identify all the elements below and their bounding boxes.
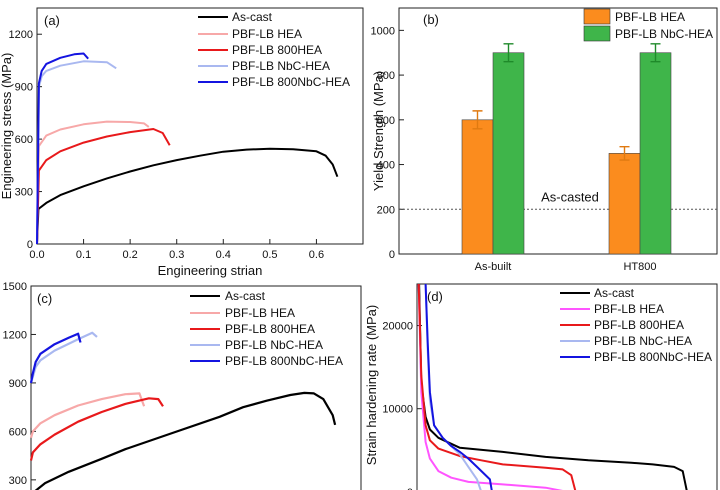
panel-d-line-pbf-lb-800hea: [417, 283, 577, 490]
bar-pbf-lb-nbc-hea-ht800: [639, 52, 672, 255]
panel-c-line-pbf-lb-hea: [29, 392, 146, 439]
panel-d-y-tick-label: 20000: [382, 321, 413, 333]
panel-c-line-pbf-lb-800nbc-hea: [29, 332, 82, 384]
panel-b-y-tick-label: 200: [377, 204, 395, 216]
legend-c-label-pbf-800nbc: PBF-LB 800NbC-HEA: [225, 354, 343, 368]
panel-c-y-tick-label: 300: [9, 475, 27, 487]
legend-a-label-pbf-hea: PBF-LB HEA: [232, 27, 302, 41]
panel-a: (a) 0 300 600 900 1200 0.0 0.1 0.2 0.3 0.4 0.5 0.6…: [0, 7, 364, 278]
legend-b-swatch-pbf-hea: [583, 8, 611, 25]
panel-d-legend: As-cast PBF-LB HEA PBF-LB 800HEA PBF-LB …: [560, 286, 712, 364]
panel-a-series: [36, 52, 339, 245]
panel-a-x-tick-label: 0.4: [216, 249, 231, 261]
panel-a-x-tick-label: 0.0: [29, 249, 44, 261]
panel-a-x-tick-label: 0.2: [122, 249, 137, 261]
panel-a-y-tick-label: 900: [15, 82, 33, 94]
panel-b-y-tick-label: 600: [377, 115, 395, 127]
panel-a-x-axis-title: Engineering strian: [158, 263, 263, 278]
legend-c-label-pbf-hea: PBF-LB HEA: [225, 306, 295, 320]
error-bar-pbf-lb-nbc-hea-ht800: [650, 43, 661, 63]
panel-b-label: (b): [423, 12, 439, 27]
panel-a-line-pbf-lb-800nbc-hea: [36, 52, 89, 245]
bar-pbf-lb-hea-as-built: [461, 119, 494, 255]
panel-a-x-tick-label: 0.6: [309, 249, 324, 261]
as-casted-reference-label: As-casted: [541, 189, 599, 204]
panel-c-series: [29, 331, 337, 490]
panel-b-legend: PBF-LB HEA PBF-LB NbC-HEA: [583, 8, 713, 42]
panel-a-y-tick-label: 0: [27, 239, 33, 251]
panel-a-y-tick-label: 300: [15, 187, 33, 199]
panel-d-y-tick-label: 0: [407, 487, 413, 490]
panel-a-x-tick-label: 0.5: [262, 249, 277, 261]
panel-a-line-as-cast: [36, 147, 339, 245]
panel-d-label: (d): [427, 289, 443, 304]
legend-c-label-pbf-800hea: PBF-LB 800HEA: [225, 322, 315, 336]
category-label-ht800: HT800: [623, 261, 656, 273]
panel-a-y-tick-label: 1200: [9, 29, 33, 41]
panel-a-y-ticks: 0 300 600 900 1200: [9, 29, 42, 251]
error-bar-pbf-lb-hea-ht800: [619, 145, 630, 161]
panel-c-line-as-cast: [34, 391, 337, 490]
panel-c-frame: [30, 285, 362, 490]
panel-a-legend: As-cast PBF-LB HEA PBF-LB 800HEA PBF-LB …: [198, 10, 350, 89]
panel-a-line-pbf-lb-nbc-hea: [36, 60, 117, 245]
legend-a-label-pbf-800nbc: PBF-LB 800NbC-HEA: [232, 75, 350, 89]
panel-a-x-tick-label: 0.3: [169, 249, 184, 261]
panel-a-x-tick-label: 0.1: [76, 249, 91, 261]
legend-a-label-pbf-800hea: PBF-LB 800HEA: [232, 43, 322, 57]
legend-d-label-as-cast: As-cast: [594, 286, 635, 300]
panel-c-y-tick-label: 600: [9, 426, 27, 438]
panel-a-line-pbf-lb-800hea: [36, 128, 171, 245]
legend-b-swatch-pbf-nbc: [583, 25, 611, 42]
panel-c-y-tick-label: 1200: [3, 329, 27, 341]
panel-c: (c) 300 600 900 1200 1500 As-cast PBF-LB HEA…: [3, 281, 362, 490]
panel-d: (d) 0 10000 20000 Strain hardening rate (M…: [364, 283, 718, 490]
panel-b: (b) 0 200 400 600 800 1000 As-casted As-built…: [371, 7, 718, 273]
legend-c-label-as-cast: As-cast: [225, 289, 266, 303]
panel-b-y-tick-label: 0: [389, 249, 395, 261]
panel-b-y-tick-label: 1000: [371, 25, 395, 37]
legend-c-label-pbf-nbc: PBF-LB NbC-HEA: [225, 338, 323, 352]
panel-d-line-pbf-lb-800nbc-hea: [424, 283, 493, 490]
panel-d-series: [417, 283, 688, 490]
legend-d-label-pbf-hea: PBF-LB HEA: [594, 302, 664, 316]
panel-b-bars: [461, 43, 672, 255]
error-bar-pbf-lb-nbc-hea-as-built: [503, 43, 514, 63]
panel-c-legend: As-cast PBF-LB HEA PBF-LB 800HEA PBF-LB …: [190, 289, 343, 368]
panel-a-y-tick-label: 600: [15, 134, 33, 146]
legend-d-label-pbf-800hea: PBF-LB 800HEA: [594, 318, 684, 332]
bar-pbf-lb-hea-ht800: [608, 153, 641, 255]
panel-c-y-ticks: 300 600 900 1200 1500: [3, 281, 36, 487]
panel-d-y-tick-label: 10000: [382, 404, 413, 416]
panel-d-line-as-cast: [418, 283, 688, 490]
panel-c-y-tick-label: 900: [9, 378, 27, 390]
error-bar-pbf-lb-hea-as-built: [472, 110, 483, 130]
panel-b-y-ticks: 0 200 400 600 800 1000: [371, 25, 404, 261]
panel-a-x-ticks: 0.0 0.1 0.2 0.3 0.4 0.5 0.6: [29, 239, 324, 261]
panel-b-y-axis-title: Yield Strength (MPa): [371, 71, 386, 191]
category-label-as-built: As-built: [475, 261, 512, 273]
panel-a-label: (a): [44, 13, 60, 28]
panel-c-y-tick-label: 1500: [3, 281, 27, 293]
panel-a-frame: [36, 7, 364, 245]
legend-a-label-as-cast: As-cast: [232, 10, 273, 24]
panel-d-y-axis-title: Strain hardening rate (MPa): [364, 305, 379, 465]
panel-c-label: (c): [37, 291, 52, 306]
panel-d-frame: [416, 283, 718, 490]
panel-d-y-ticks: 0 10000 20000: [382, 321, 422, 490]
panel-c-line-pbf-lb-800hea: [29, 397, 164, 461]
bar-pbf-lb-nbc-hea-as-built: [492, 52, 525, 255]
panel-b-frame: [398, 7, 718, 255]
legend-d-label-pbf-800nbc: PBF-LB 800NbC-HEA: [594, 350, 712, 364]
panel-b-y-tick-label: 800: [377, 70, 395, 82]
legend-b-label-pbf-hea: PBF-LB HEA: [615, 10, 685, 24]
panel-a-line-pbf-lb-hea: [36, 120, 150, 245]
panel-d-line-pbf-lb-hea: [417, 283, 563, 490]
legend-d-label-pbf-nbc: PBF-LB NbC-HEA: [594, 334, 692, 348]
legend-b-label-pbf-nbc: PBF-LB NbC-HEA: [615, 27, 713, 41]
panel-a-y-axis-title: Engineering stress (MPa): [0, 53, 14, 200]
panel-b-y-tick-label: 400: [377, 160, 395, 172]
legend-a-label-pbf-nbc: PBF-LB NbC-HEA: [232, 59, 330, 73]
